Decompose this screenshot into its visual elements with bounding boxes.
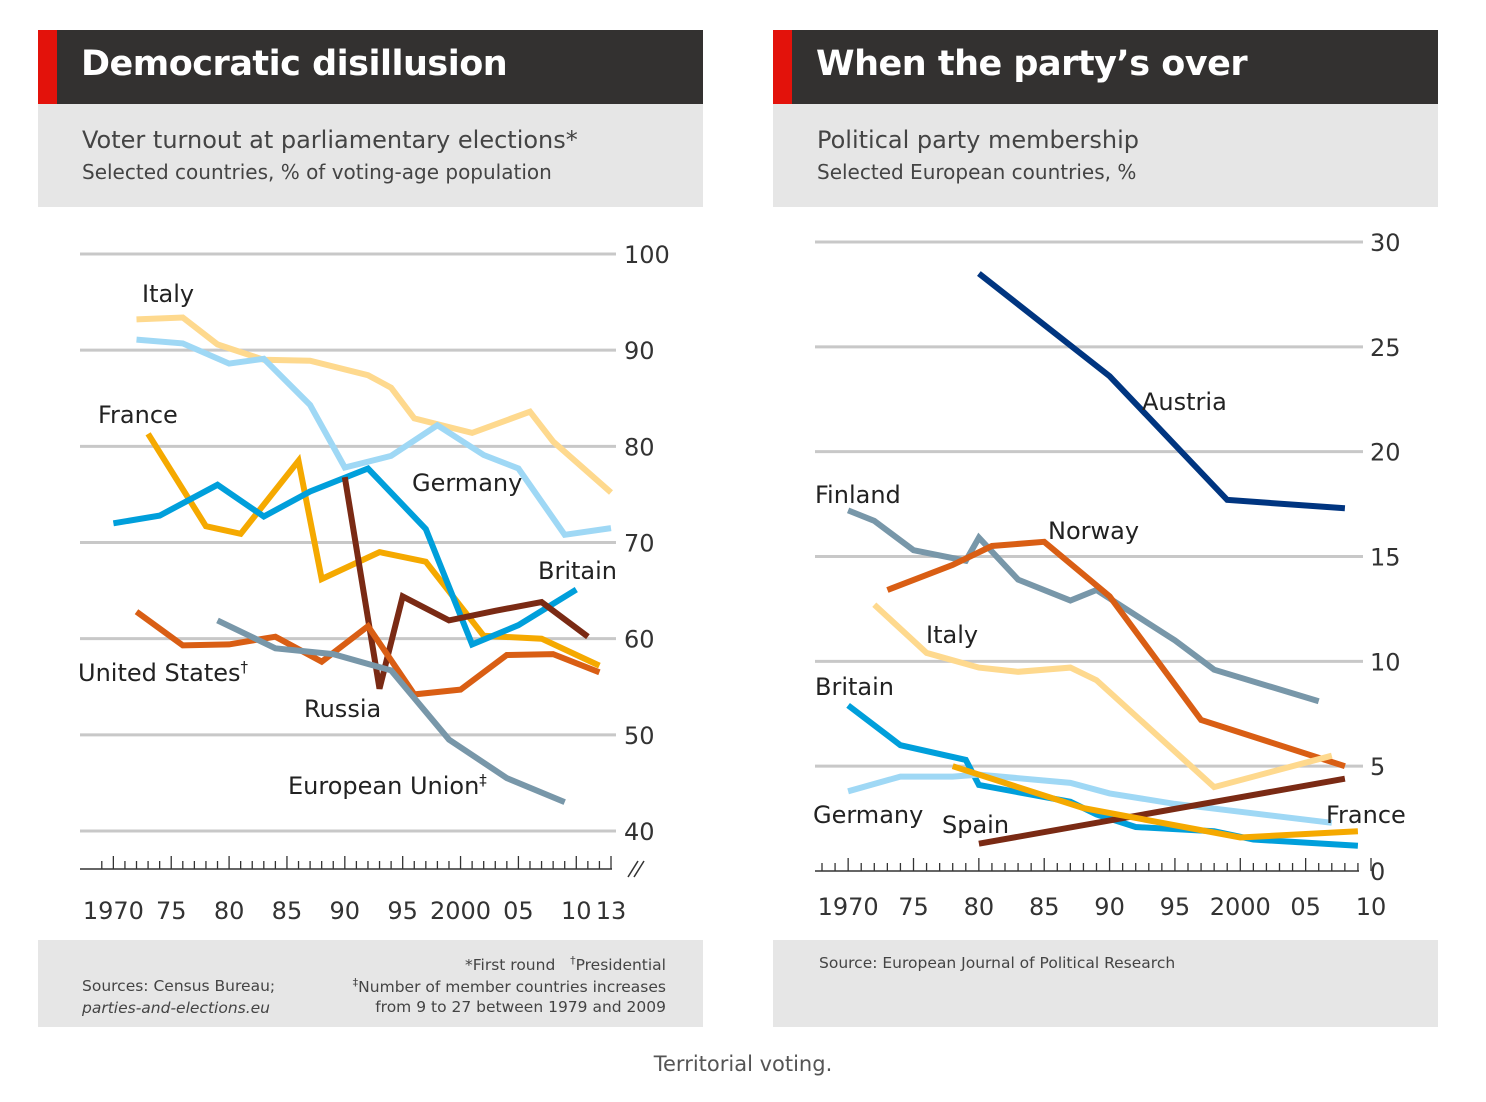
x-tick-label: 85 <box>272 897 303 925</box>
x-tick-label: 05 <box>1290 893 1321 921</box>
series-line-italy <box>136 314 613 495</box>
series-label-britain: Britain <box>815 673 894 701</box>
figure-caption: Territorial voting. <box>653 1052 833 1076</box>
series-label-finland: Finland <box>815 481 901 509</box>
x-tick-label: 80 <box>214 897 245 925</box>
sources-link[interactable]: parties-and-elections.eu <box>82 999 271 1017</box>
series-line-italy <box>872 602 1333 791</box>
series-label-norway: Norway <box>1048 517 1139 545</box>
y-tick-label: 0 <box>1370 858 1385 886</box>
x-tick-label: 90 <box>330 897 361 925</box>
y-tick-label: 60 <box>624 626 655 654</box>
series-line-russia <box>341 476 590 690</box>
y-tick-label: 80 <box>624 433 655 461</box>
series-line-norway <box>886 538 1346 770</box>
y-tick-label: 50 <box>624 722 655 750</box>
y-tick-label: 100 <box>624 241 670 269</box>
x-tick-label: 2000 <box>1210 893 1271 921</box>
y-tick-label: 70 <box>624 530 655 558</box>
red-accent-tab <box>38 30 57 104</box>
series-line-germany <box>847 771 1333 826</box>
series-line-spain <box>978 775 1346 847</box>
series-label-italy: Italy <box>142 280 194 308</box>
series-line-united-states <box>134 609 601 698</box>
series-label-austria: Austria <box>1142 388 1227 416</box>
series-line-germany <box>136 336 612 539</box>
x-tick-label: 85 <box>1029 893 1060 921</box>
x-tick-label: 05 <box>503 897 534 925</box>
subtitle-box: Political party membership Selected Euro… <box>773 104 1438 207</box>
chart-subtitle: Voter turnout at parliamentary elections… <box>82 126 578 154</box>
footnote-mark: † <box>241 658 249 676</box>
x-tick-label: 80 <box>964 893 995 921</box>
y-tick-label: 15 <box>1370 544 1401 572</box>
series-label-italy: Italy <box>926 621 978 649</box>
footnote-mark: ‡ <box>479 771 487 789</box>
red-accent-tab <box>773 30 792 104</box>
footnotes-line2: ‡Number of member countries increases <box>353 976 666 996</box>
series-label-united-states: United States† <box>78 658 249 687</box>
x-tick-label: 1970 <box>83 897 144 925</box>
series-line-finland <box>846 507 1320 705</box>
chart-title-bar: When the party’s over <box>773 30 1438 104</box>
x-tick-label: 95 <box>1160 893 1191 921</box>
series-line-france <box>145 432 601 669</box>
x-tick-label: 13 <box>596 897 627 925</box>
series-line-france <box>951 763 1359 841</box>
x-tick-label: 95 <box>387 897 418 925</box>
series-label-france: France <box>1326 801 1406 829</box>
chart-title: Democratic disillusion <box>81 44 508 84</box>
footnotes-line3: from 9 to 27 between 1979 and 2009 <box>375 998 666 1016</box>
series-line-britain <box>112 464 578 649</box>
sources-text: Source: European Journal of Political Re… <box>819 954 1176 972</box>
chart-panel-membership: When the party’s over Political party me… <box>773 30 1438 1027</box>
axis-break-mark <box>627 860 645 878</box>
x-tick-label: 90 <box>1094 893 1125 921</box>
chart-subtitle-units: Selected European countries, % <box>817 160 1137 184</box>
y-tick-label: 90 <box>624 337 655 365</box>
series-line-european-union <box>216 617 566 805</box>
chart-footer: Source: European Journal of Political Re… <box>773 940 1438 1027</box>
x-tick-label: 10 <box>561 897 592 925</box>
y-tick-label: 10 <box>1370 648 1401 676</box>
series-line-austria <box>977 271 1346 512</box>
turnout-line-chart: 40 50 60 70 80 90 100 1970 75 80 85 90 95 2000 05 10 13 I… <box>78 241 670 925</box>
sources-text: Sources: Census Bureau; <box>82 977 276 995</box>
y-tick-label: 25 <box>1370 334 1401 362</box>
chart-subtitle-units: Selected countries, % of voting-age popu… <box>82 160 552 184</box>
footnote-eu-members: Number of member countries increases <box>358 978 666 997</box>
footnote-first-round: *First round <box>464 956 556 975</box>
x-tick-label: 2000 <box>430 897 491 925</box>
y-tick-label: 5 <box>1370 753 1385 781</box>
series-label-european-union: European Union‡ <box>288 771 487 800</box>
chart-title: When the party’s over <box>816 44 1248 84</box>
series-label-russia: Russia <box>304 695 381 723</box>
x-tick-label: 75 <box>898 893 929 921</box>
footnote-presidential: Presidential <box>575 956 666 975</box>
subtitle-box: Voter turnout at parliamentary elections… <box>38 104 703 207</box>
x-tick-label: 75 <box>156 897 187 925</box>
chart-subtitle: Political party membership <box>817 126 1139 154</box>
x-tick-label: 1970 <box>818 893 879 921</box>
series-label-spain: Spain <box>942 811 1009 839</box>
chart-footer: Sources: Census Bureau; parties-and-elec… <box>38 940 703 1027</box>
chart-panel-turnout: Democratic disillusion Voter turnout at … <box>38 30 703 1027</box>
series-label-britain: Britain <box>538 557 617 585</box>
series-label-germany: Germany <box>412 469 522 497</box>
x-tick-label: 10 <box>1356 893 1387 921</box>
series-label-germany: Germany <box>813 801 923 829</box>
chart-title-bar: Democratic disillusion <box>38 30 703 104</box>
y-tick-label: 20 <box>1370 439 1401 467</box>
footnotes-line1: *First round †Presidential <box>465 954 666 974</box>
dagger-mark: † <box>570 954 576 967</box>
y-tick-label: 30 <box>1370 229 1401 257</box>
y-tick-label: 40 <box>624 818 655 846</box>
double-dagger-mark: ‡ <box>352 976 359 989</box>
series-label-france: France <box>98 401 178 429</box>
